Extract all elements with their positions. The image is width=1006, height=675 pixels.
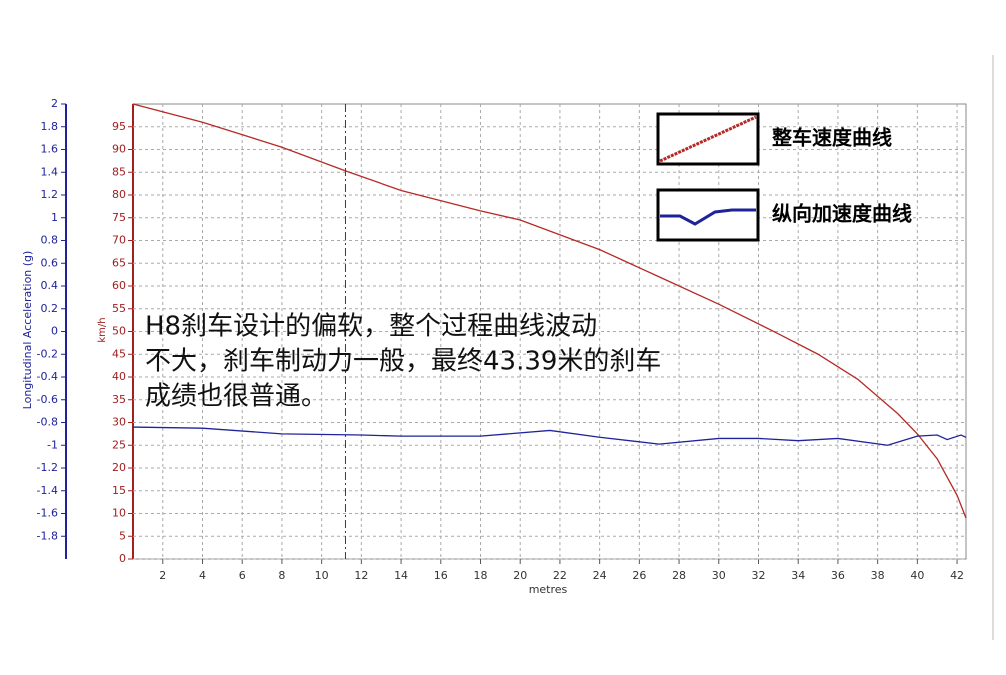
line-series (132, 426, 967, 446)
y-tick-label: 30 (112, 416, 126, 429)
x-tick-label: 4 (199, 569, 206, 582)
y2-tick-label: 0 (51, 325, 58, 338)
y2-tick-label: -0.6 (37, 393, 58, 406)
y-tick-label: 10 (112, 507, 126, 520)
y-tick-label: 90 (112, 143, 126, 156)
x-tick-label: 14 (394, 569, 408, 582)
y2-tick-label: 0.6 (41, 256, 59, 269)
y2-tick-label: -1 (47, 438, 58, 451)
y-tick-label: 95 (112, 120, 126, 133)
y-tick-label: 20 (112, 461, 126, 474)
y-tick-label: 35 (112, 393, 126, 406)
y-tick-label: 65 (112, 256, 126, 269)
y2-tick-label: -1.2 (37, 461, 58, 474)
x-tick-label: 12 (354, 569, 368, 582)
x-tick-label: 38 (871, 569, 885, 582)
x-tick-label: 32 (751, 569, 765, 582)
y-tick-label: 40 (112, 370, 126, 383)
legend: 整车速度曲线 纵向加速度曲线 (656, 112, 912, 242)
y-tick-label: 50 (112, 325, 126, 338)
y2-tick-label: 2 (51, 97, 58, 110)
y-tick-label: 25 (112, 438, 126, 451)
y-axis-title: km/h (97, 317, 108, 342)
x-tick-label: 24 (593, 569, 607, 582)
y-tick-label: 55 (112, 302, 126, 315)
x-tick-label: 30 (712, 569, 726, 582)
x-tick-label: 36 (831, 569, 845, 582)
y-tick-label: 75 (112, 211, 126, 224)
y2-tick-label: -1.4 (37, 484, 58, 497)
y-tick-label: 15 (112, 484, 126, 497)
x-tick-label: 26 (632, 569, 646, 582)
y2-tick-label: 0.8 (41, 234, 59, 247)
y-tick-label: 5 (119, 529, 126, 542)
y2-tick-label: 0.4 (41, 279, 59, 292)
y2-tick-label: 1 (51, 211, 58, 224)
legend-swatch (660, 208, 756, 226)
y2-tick-label: -0.4 (37, 370, 58, 383)
x-tick-label: 20 (513, 569, 527, 582)
x-tick-label: 16 (434, 569, 448, 582)
x-tick-label: 34 (791, 569, 805, 582)
y-tick-label: 45 (112, 347, 126, 360)
y-tick-label: 60 (112, 279, 126, 292)
x-tick-label: 10 (315, 569, 329, 582)
y-tick-label: 70 (112, 234, 126, 247)
annotation: 不大，刹车制动力一般，最终43.39米的刹车 (145, 347, 661, 377)
y-tick-label: 80 (112, 188, 126, 201)
y2-tick-label: -1.6 (37, 507, 58, 520)
legend-swatch (659, 115, 757, 163)
annotation: 成绩也很普通。 (145, 382, 327, 412)
x-tick-label: 18 (473, 569, 487, 582)
y-tick-label: 85 (112, 165, 126, 178)
legend-label: 整车速度曲线 (771, 126, 892, 150)
x-axis-title: metres (529, 583, 568, 596)
y2-tick-label: -1.8 (37, 529, 58, 542)
x-tick-label: 28 (672, 569, 686, 582)
y-tick-label: 0 (119, 552, 126, 565)
x-tick-label: 2 (159, 569, 166, 582)
y2-tick-label: -0.2 (37, 347, 58, 360)
y2-tick-label: 1.8 (41, 120, 59, 133)
x-tick-label: 40 (910, 569, 924, 582)
x-tick-label: 8 (278, 569, 285, 582)
y2-tick-label: 1.2 (41, 188, 59, 201)
line-series (132, 103, 967, 519)
annotation: H8刹车设计的偏软，整个过程曲线波动 (145, 312, 597, 342)
y2-axis-title: Longitudinal Acceleration (g) (21, 251, 34, 410)
x-tick-label: 42 (950, 569, 964, 582)
x-tick-label: 6 (239, 569, 246, 582)
y2-tick-label: -0.8 (37, 416, 58, 429)
y2-tick-label: 0.2 (41, 302, 59, 315)
y2-tick-label: 1.6 (41, 143, 59, 156)
y2-tick-label: 1.4 (41, 165, 59, 178)
legend-label: 纵向加速度曲线 (772, 202, 912, 226)
x-tick-label: 22 (553, 569, 567, 582)
